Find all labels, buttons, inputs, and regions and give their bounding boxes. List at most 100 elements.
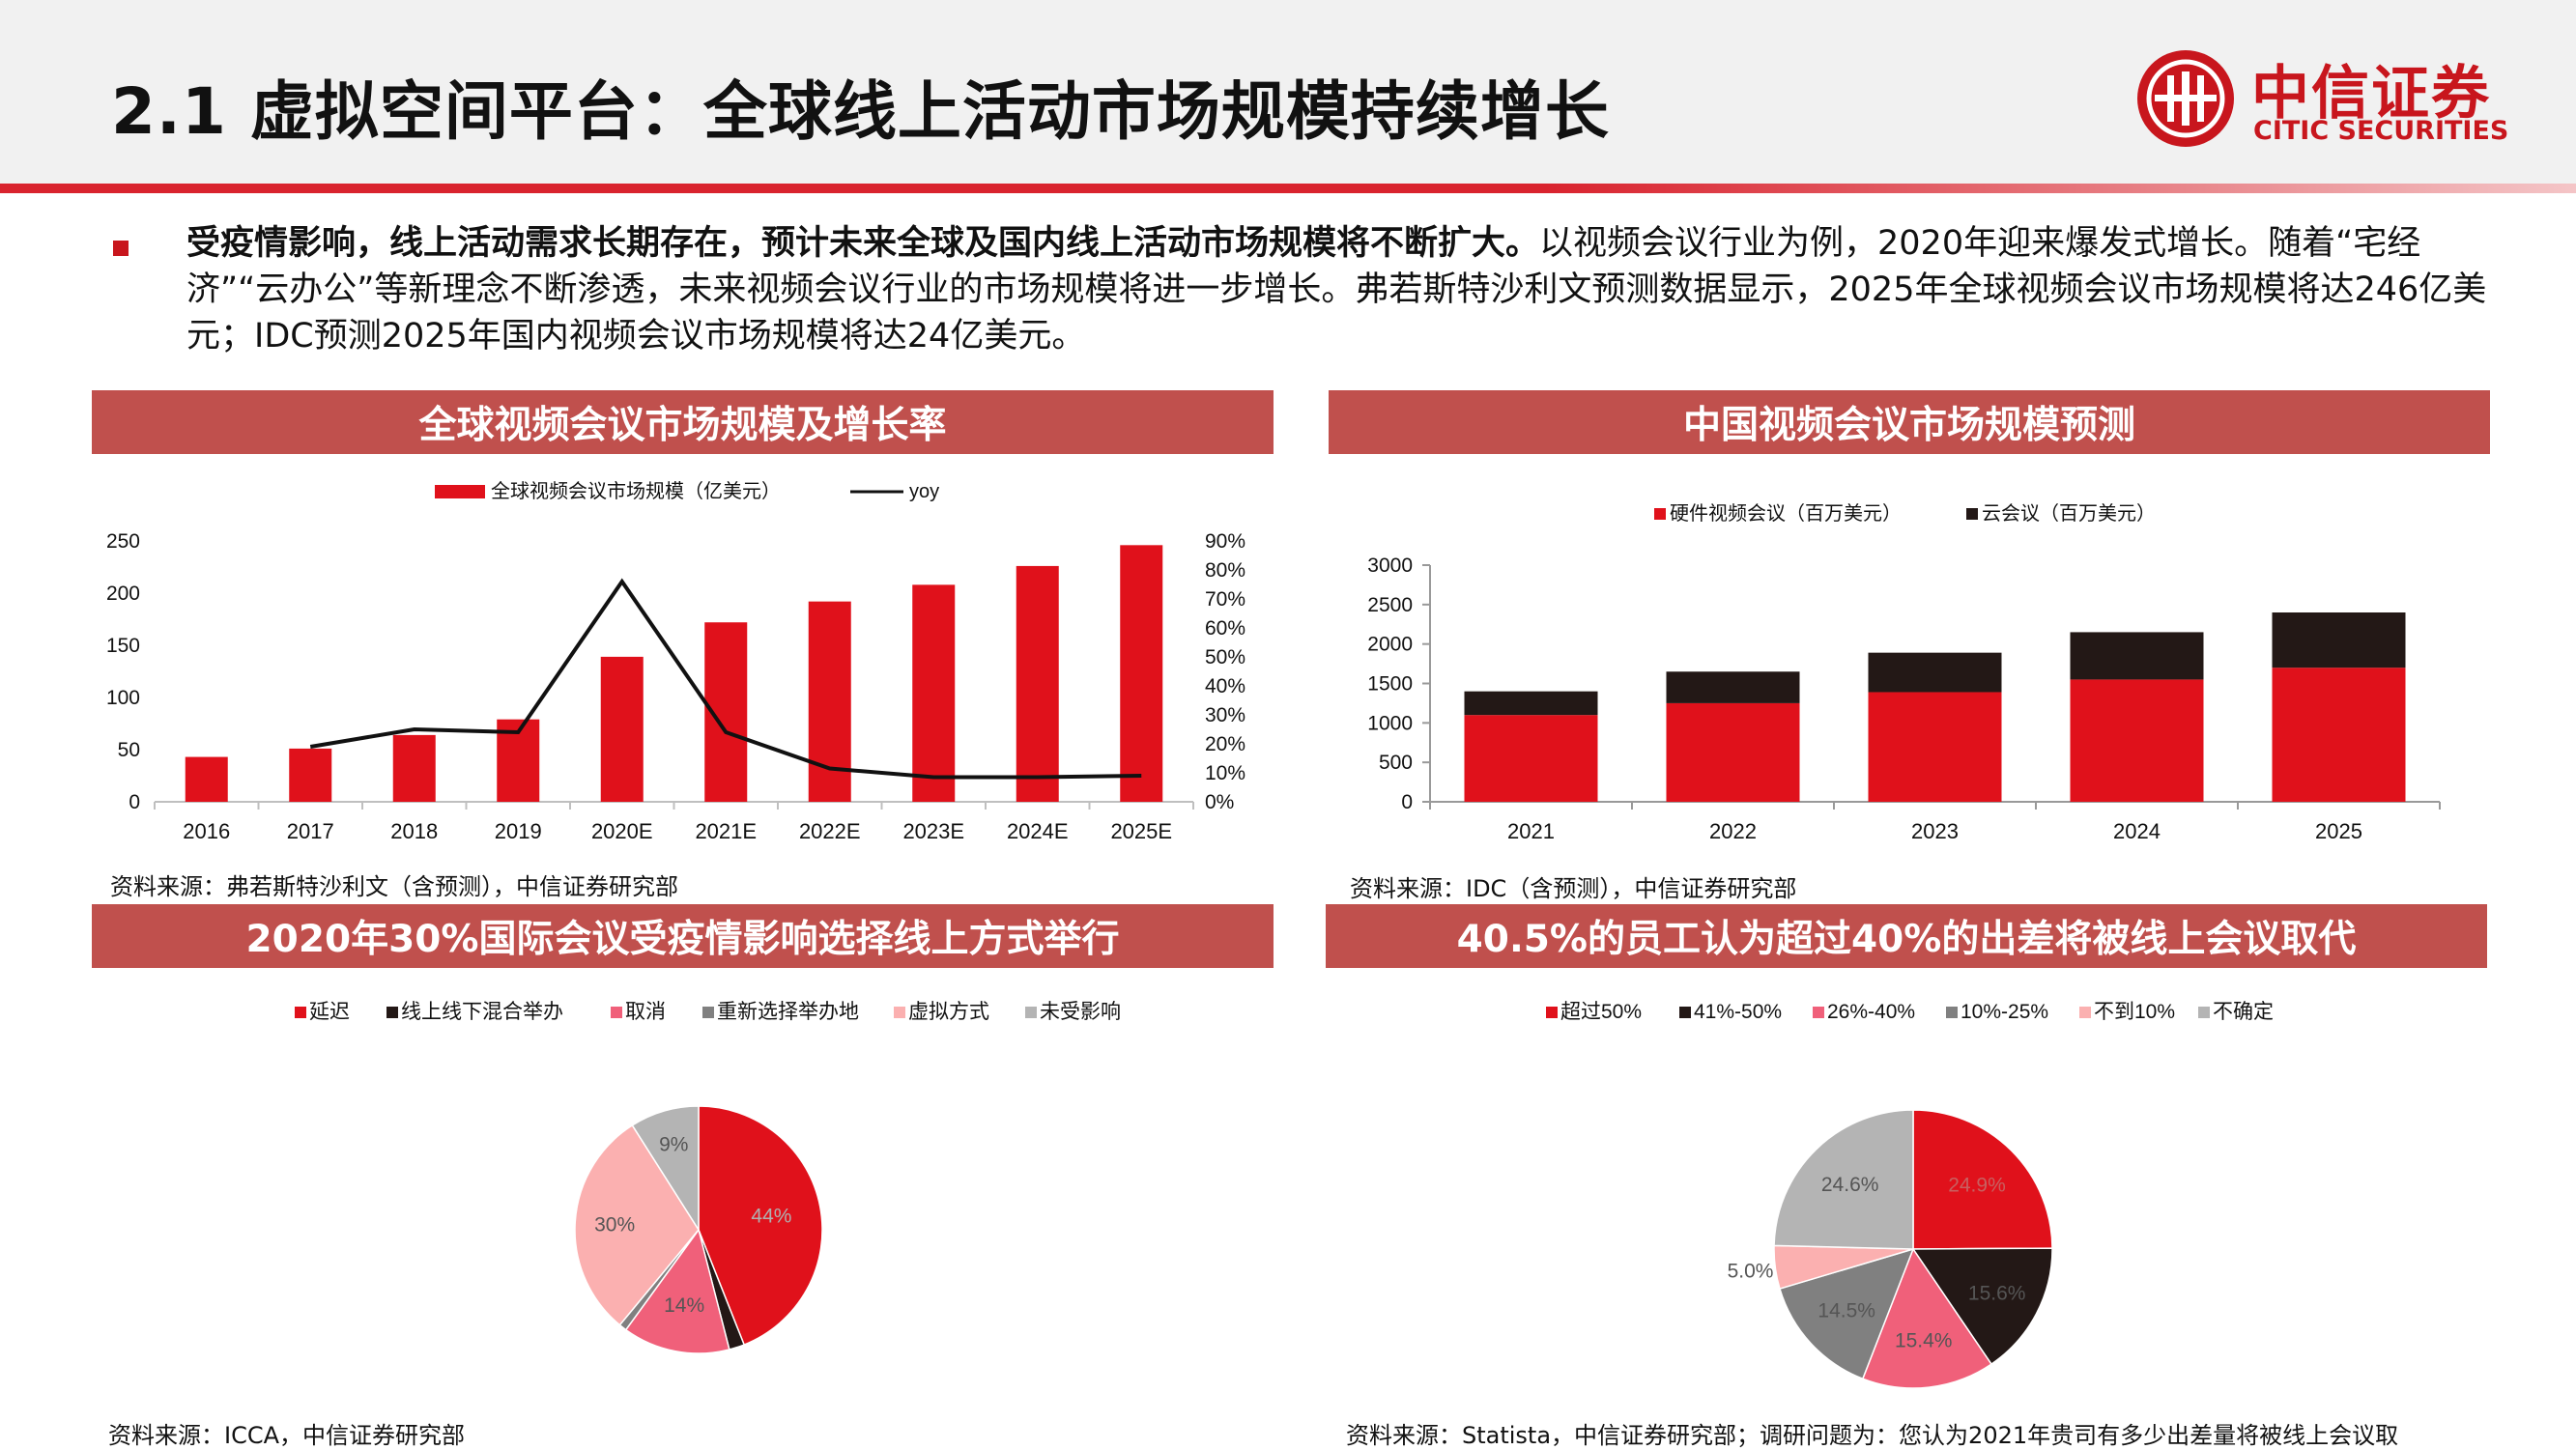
legend-swatch	[1813, 1007, 1824, 1018]
y2-tick-label: 40%	[1205, 675, 1245, 697]
legend-swatch	[1946, 1007, 1958, 1018]
legend-label-yoy: yoy	[909, 481, 939, 502]
x-tick-label: 2023	[1911, 819, 1959, 843]
y2-tick-label: 60%	[1205, 617, 1245, 640]
x-tick-label: 2017	[287, 819, 334, 843]
source-note-china: 资料来源：IDC（含预测），中信证券研究部	[1350, 875, 1797, 902]
bar-market-size	[912, 584, 956, 802]
x-tick-label: 2025E	[1110, 819, 1172, 843]
iccа-pie-chart: 延迟 线上线下混合举办 取消 重新选择举办地 虚拟方式 未受影响 44% 14% 30% 9%	[295, 1001, 1121, 1354]
citic-logo-icon	[2137, 50, 2234, 147]
legend-swatch	[702, 1007, 714, 1018]
bar-market-size	[1120, 545, 1163, 802]
source-note-iccа: 资料来源：ICCA，中信证券研究部	[108, 1422, 466, 1449]
legend-label: 未受影响	[1040, 1001, 1121, 1023]
legend-label: 不确定	[2213, 1001, 2274, 1023]
legend-swatch	[611, 1007, 622, 1018]
x-tick-label: 2021	[1507, 819, 1555, 843]
legend-swatch	[295, 1007, 306, 1018]
pie-slice	[631, 1105, 700, 1233]
yoy-line	[309, 578, 1142, 780]
y2-tick-label: 20%	[1205, 733, 1245, 755]
header-divider	[0, 184, 2576, 193]
pie-value-label: 24.9%	[1948, 1175, 2006, 1197]
page-title: 2.1 虚拟空间平台：全球线上活动市场规模持续增长	[111, 74, 1610, 149]
legend-label: 不到10%	[2094, 1001, 2175, 1023]
y2-tick-label: 70%	[1205, 588, 1245, 611]
intro-rest: 以视频会议行业为例，2020年迎来爆发式增长。随着“宅经济”“云办公”等新理念不…	[186, 224, 2487, 355]
bar-segment-cloud	[1868, 652, 2002, 693]
x-tick-label: 2019	[495, 819, 542, 843]
pie-slice	[1912, 1109, 2053, 1250]
legend-label: 10%-25%	[1961, 1001, 2048, 1023]
bar-segment-cloud	[1464, 691, 1598, 716]
pie-value-label: 14.5%	[1818, 1299, 1875, 1322]
pie-value-label: 44%	[751, 1206, 791, 1228]
bar-segment-cloud	[1666, 671, 1800, 703]
x-tick-label: 2025	[2315, 819, 2362, 843]
bar-market-size	[808, 601, 851, 802]
x-tick-label: 2016	[183, 819, 230, 843]
y-tick-label: 1500	[1367, 673, 1413, 696]
panel-title-china-market: 中国视频会议市场规模预测	[1329, 390, 2490, 454]
logo-text-en: CITIC SECURITIES	[2253, 116, 2509, 146]
pie-slice	[698, 1105, 823, 1346]
y-tick-label: 200	[106, 583, 140, 605]
bar-market-size	[392, 734, 436, 802]
bar-segment-cloud	[2070, 632, 2204, 680]
y-tick-label: 3000	[1367, 554, 1413, 577]
china-market-chart: 硬件视频会议（百万美元） 云会议（百万美元） 0 500 1000 1500 2000 250…	[1367, 502, 2441, 843]
x-tick-label: 2022	[1709, 819, 1757, 843]
bar-segment-hardware	[2272, 668, 2406, 802]
legend-swatch	[1546, 1007, 1558, 1018]
intro-bold: 受疫情影响，线上活动需求长期存在，预计未来全球及国内线上活动市场规模将不断扩大。	[186, 224, 1540, 263]
pie-slice	[1861, 1247, 1992, 1389]
y2-tick-label: 30%	[1205, 704, 1245, 726]
legend-label: 26%-40%	[1827, 1001, 1915, 1023]
y-tick-label: 0	[1401, 791, 1413, 813]
y2-tick-label: 10%	[1205, 762, 1245, 784]
legend-label-cloud: 云会议（百万美元）	[1982, 502, 2156, 525]
legend-label: 41%-50%	[1694, 1001, 1782, 1023]
bar-market-size	[185, 756, 228, 802]
y2-tick-label: 80%	[1205, 559, 1245, 582]
legend-swatch	[1025, 1007, 1037, 1018]
bar-segment-hardware	[1464, 715, 1598, 802]
bullet-marker	[113, 241, 129, 256]
bar-segment-hardware	[2070, 679, 2204, 802]
x-tick-label: 2024E	[1007, 819, 1069, 843]
y2-tick-label: 50%	[1205, 646, 1245, 668]
pie-slice	[624, 1228, 730, 1354]
panel-title-statista-pie: 40.5%的员工认为超过40%的出差将被线上会议取代	[1326, 904, 2487, 968]
legend-label: 重新选择举办地	[717, 1001, 859, 1023]
legend-label: 线上线下混合举办	[401, 1001, 563, 1023]
pie-value-label: 15.6%	[1968, 1283, 2026, 1305]
x-tick-label: 2024	[2113, 819, 2161, 843]
y2-tick-label: 90%	[1205, 530, 1245, 553]
panel-title-iccа-pie: 2020年30%国际会议受疫情影响选择线上方式举行	[92, 904, 1274, 968]
bar-market-size	[1016, 565, 1059, 802]
pie-value-label: 30%	[594, 1214, 635, 1237]
legend-label: 取消	[625, 1001, 666, 1023]
bar-market-size	[289, 748, 332, 802]
pie-slice	[1779, 1247, 1915, 1380]
legend-swatch	[894, 1007, 905, 1018]
pie-slice	[574, 1123, 700, 1326]
source-note-global: 资料来源：弗若斯特沙利文（含预测），中信证券研究部	[110, 873, 678, 900]
pie-value-label: 5.0%	[1728, 1260, 1774, 1282]
legend-swatch	[386, 1007, 398, 1018]
pie-value-label: 24.6%	[1821, 1174, 1879, 1196]
source-note-statista: 资料来源：Statista，中信证券研究部；调研问题为：您认为2021年贵司有多…	[1346, 1422, 2399, 1449]
pie-value-label: 14%	[664, 1294, 704, 1317]
legend-swatch	[2198, 1007, 2210, 1018]
x-tick-label: 2020E	[591, 819, 653, 843]
y-tick-label: 150	[106, 635, 140, 657]
x-tick-label: 2018	[390, 819, 438, 843]
legend-swatch-cloud	[1966, 508, 1978, 520]
y-tick-label: 500	[1379, 752, 1413, 774]
pie-value-label: 9%	[659, 1133, 688, 1155]
bar-segment-cloud	[2272, 612, 2406, 668]
bar-market-size	[600, 656, 644, 802]
legend-swatch	[1679, 1007, 1691, 1018]
pie-slice	[1911, 1247, 2053, 1366]
